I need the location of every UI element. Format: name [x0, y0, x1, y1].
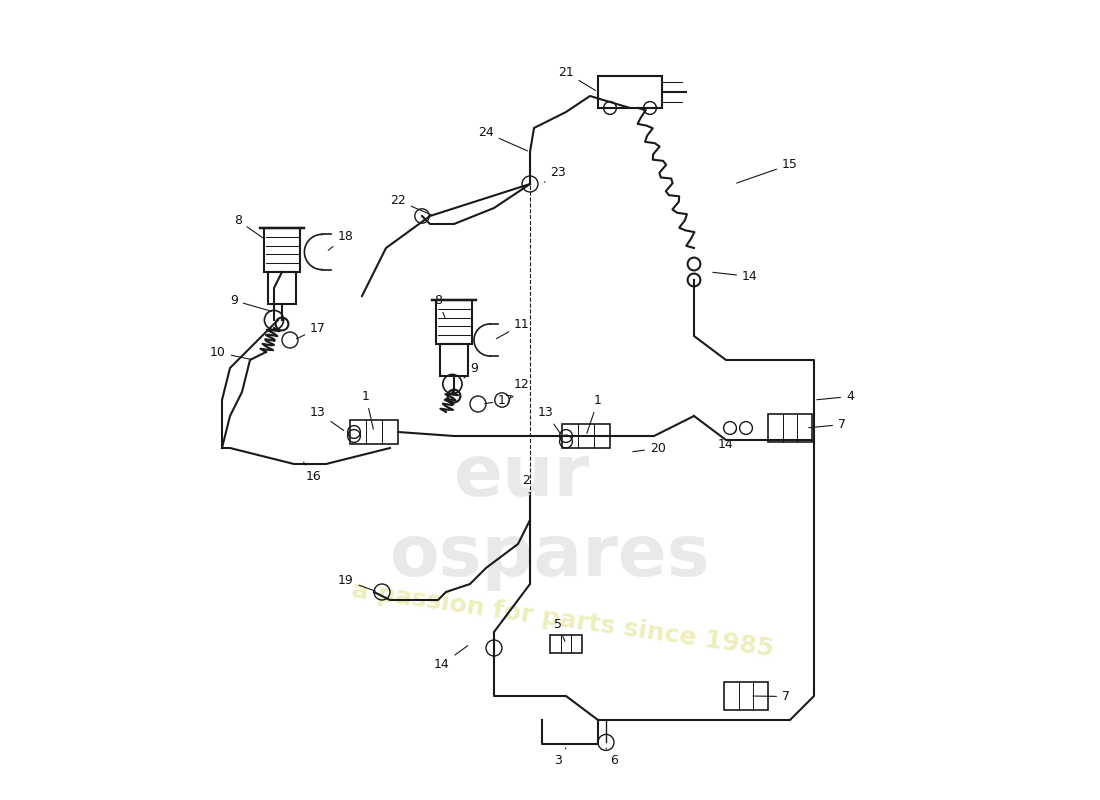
- Text: 14: 14: [713, 270, 758, 283]
- Text: 24: 24: [478, 126, 528, 151]
- Text: 21: 21: [558, 66, 595, 90]
- Text: 22: 22: [390, 194, 431, 215]
- Text: 2: 2: [522, 474, 530, 494]
- Text: 11: 11: [496, 318, 530, 338]
- Text: 6: 6: [606, 748, 618, 767]
- Text: 19: 19: [338, 574, 375, 591]
- Text: 13: 13: [538, 406, 560, 434]
- Bar: [436, 300, 472, 344]
- Bar: [550, 635, 582, 653]
- Text: 15: 15: [737, 158, 797, 183]
- Text: 10: 10: [210, 346, 251, 359]
- Text: 7: 7: [808, 418, 846, 431]
- Text: 18: 18: [328, 230, 354, 250]
- Text: 14: 14: [718, 430, 736, 451]
- Bar: [264, 228, 300, 272]
- Text: 4: 4: [817, 390, 854, 403]
- Text: 13: 13: [310, 406, 343, 430]
- Text: 20: 20: [632, 442, 666, 455]
- Bar: [562, 424, 611, 448]
- Bar: [724, 682, 768, 710]
- Bar: [598, 76, 662, 108]
- Bar: [350, 420, 398, 444]
- Text: 12: 12: [512, 378, 530, 398]
- Text: 9: 9: [464, 362, 477, 378]
- Text: 9: 9: [230, 294, 272, 311]
- Text: 1: 1: [587, 394, 602, 434]
- Bar: [768, 414, 812, 442]
- Text: 23: 23: [544, 166, 565, 182]
- Text: 1: 1: [362, 390, 373, 430]
- Text: 7: 7: [752, 690, 790, 703]
- Text: 16: 16: [304, 462, 321, 483]
- Text: eur: eur: [454, 442, 590, 511]
- Text: 14: 14: [434, 646, 468, 671]
- Text: 8: 8: [234, 214, 264, 238]
- Text: 8: 8: [434, 294, 444, 318]
- Bar: [268, 272, 296, 304]
- Text: 5: 5: [554, 618, 565, 642]
- Bar: [440, 344, 467, 376]
- Text: a passion for parts since 1985: a passion for parts since 1985: [350, 578, 776, 661]
- Text: 3: 3: [554, 748, 566, 767]
- Text: 17: 17: [485, 394, 514, 407]
- Text: 17: 17: [297, 322, 326, 338]
- Text: ospares: ospares: [390, 522, 711, 591]
